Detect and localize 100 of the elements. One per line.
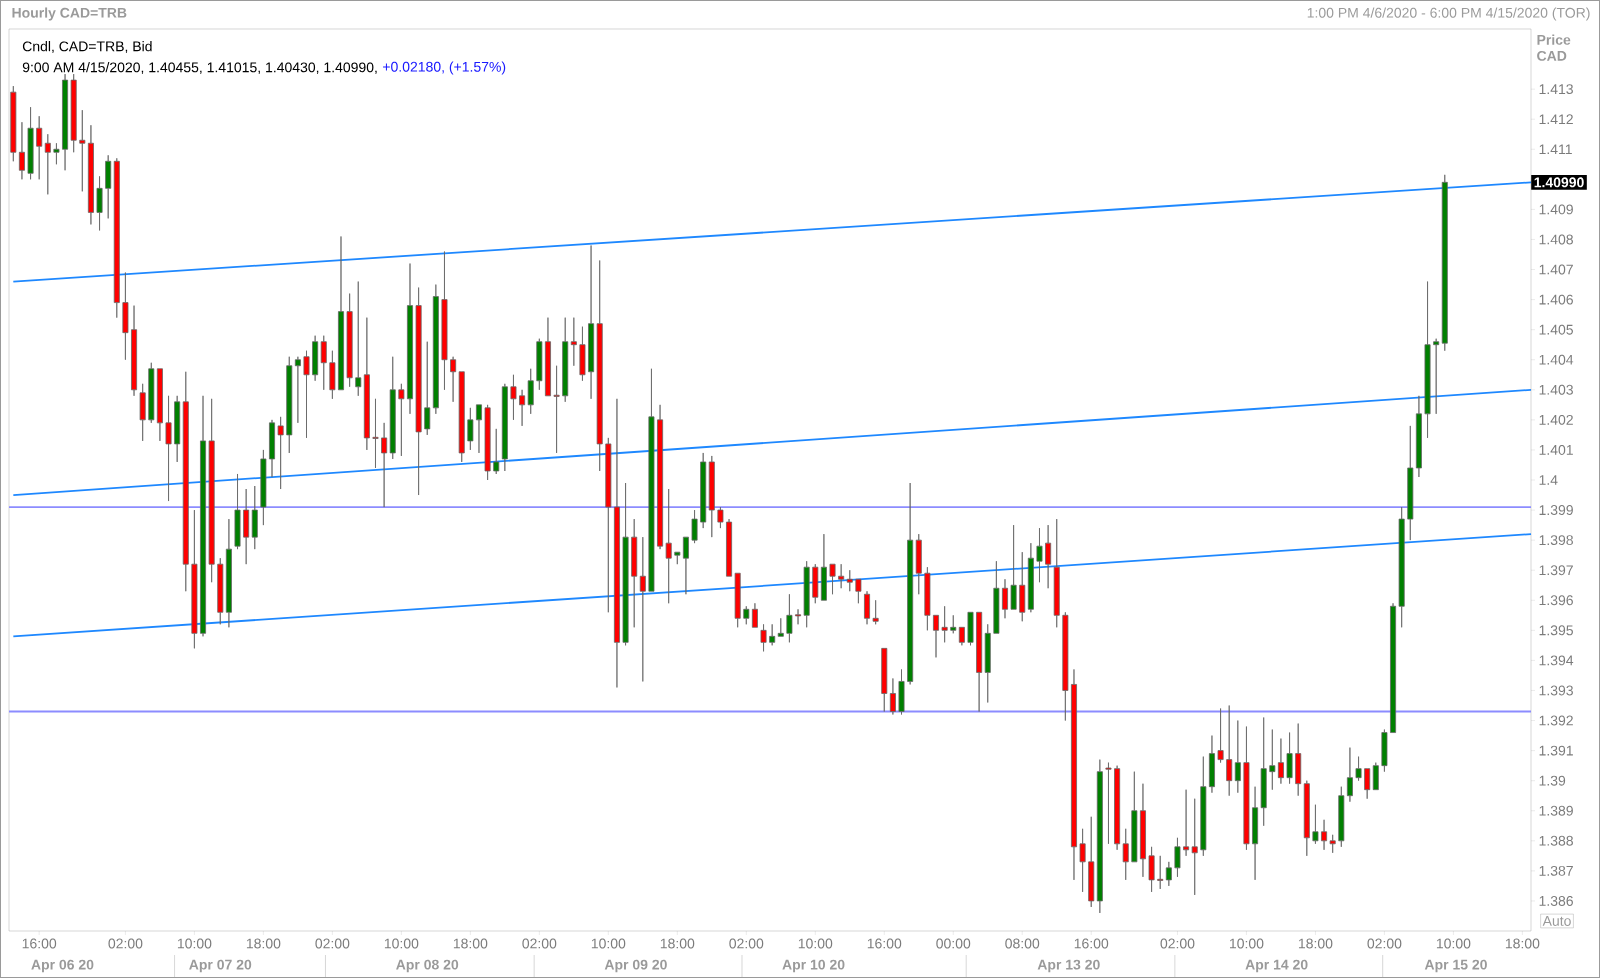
- y-tick-label: 1.389: [1539, 805, 1573, 816]
- candlestick: [1390, 602, 1397, 733]
- candlestick: [846, 569, 853, 592]
- candlestick: [1252, 786, 1259, 881]
- y-tick-label: 1.402: [1539, 414, 1573, 425]
- text: Apr 14 20: [1245, 959, 1308, 973]
- candlestick: [1338, 786, 1345, 848]
- candlestick: [260, 449, 267, 526]
- y-tick-label: 1.403: [1539, 384, 1573, 395]
- candlestick: [803, 560, 810, 628]
- text: Apr 10 20: [782, 959, 845, 973]
- x-tick-label: 02:00: [1367, 938, 1402, 949]
- candlestick: [372, 398, 379, 469]
- candlestick: [424, 341, 431, 436]
- candlestick: [933, 614, 939, 658]
- candlestick: [855, 578, 862, 604]
- candlestick: [329, 350, 336, 400]
- x-tick-label: 02:00: [729, 938, 764, 949]
- text: Apr 08 20: [396, 959, 459, 973]
- candlestick: [1407, 425, 1414, 541]
- y-tick-label: 1.393: [1539, 685, 1573, 696]
- annotation: 9:00 AM 4/15/2020, 1.40455, 1.41015, 1.40430, 1.40990,: [22, 62, 377, 74]
- candlestick: [639, 536, 646, 682]
- candlestick: [1165, 861, 1172, 887]
- candlestick: [726, 518, 733, 577]
- candlestick: [243, 488, 250, 565]
- candlestick: [915, 533, 922, 595]
- candlestick: [881, 647, 888, 712]
- candlestick: [544, 317, 551, 397]
- y-axis-title: Price CAD: [1537, 34, 1571, 61]
- candlestick: [976, 611, 983, 712]
- candlestick: [165, 395, 172, 502]
- candlestick: [1226, 705, 1233, 797]
- candlestick: [570, 317, 577, 367]
- candlestick: [1114, 765, 1121, 851]
- y-tick-label: 1.39: [1539, 775, 1566, 786]
- candlestick: [1381, 729, 1388, 773]
- candlestick: [889, 678, 896, 715]
- y-tick-label: 1.388: [1539, 835, 1573, 846]
- candlestick: [1174, 837, 1181, 878]
- candlestick: [1019, 551, 1026, 622]
- candlestick: [622, 482, 629, 646]
- text: Apr 09 20: [604, 959, 667, 973]
- chart-subtitle: 1:00 PM 4/6/2020 - 6:00 PM 4/15/2020 (TOR): [1307, 7, 1590, 21]
- candlestick: [441, 251, 448, 391]
- y-tick-label: 1.404: [1539, 354, 1574, 365]
- candlestick: [950, 614, 957, 634]
- candlestick: [1286, 732, 1293, 785]
- candlestick: [760, 623, 767, 652]
- candlestick: [691, 509, 698, 544]
- text: Apr 06 20: [31, 959, 94, 973]
- candlestick: [1027, 542, 1034, 613]
- candlestick: [277, 416, 284, 490]
- y-tick-label: 1.408: [1539, 234, 1573, 245]
- candlestick: [1441, 174, 1448, 352]
- y-tick-label: 1.392: [1539, 715, 1573, 726]
- candlestick: [312, 335, 319, 382]
- y-tick-label: 1.405: [1539, 324, 1573, 335]
- candlestick: [795, 608, 802, 625]
- candlestick: [924, 566, 931, 631]
- x-tick-label: 18:00: [1505, 938, 1540, 949]
- candlestick: [1433, 338, 1440, 415]
- candlestick: [484, 404, 491, 481]
- candlestick: [294, 356, 301, 424]
- candlestick: [44, 133, 51, 195]
- candlestick: [1131, 771, 1138, 863]
- candlestick: [700, 452, 707, 529]
- x-tick-label: 10:00: [591, 938, 626, 949]
- candlestick: [191, 509, 198, 649]
- annotation: Cndl, CAD=TRB, Bid: [22, 41, 152, 53]
- candlestick: [536, 338, 543, 391]
- candlestick: [657, 404, 664, 550]
- candlestick: [769, 623, 776, 646]
- candlestick: [1346, 747, 1353, 803]
- candlestick: [777, 617, 784, 637]
- candlestick: [674, 551, 681, 565]
- x-tick-label: 10:00: [1229, 938, 1264, 949]
- candlestick: [225, 518, 232, 628]
- y-tick-label: 1.401: [1539, 444, 1573, 455]
- candlestick: [450, 356, 457, 403]
- x-tick-label: 10:00: [177, 938, 212, 949]
- candlestick: [596, 260, 603, 472]
- candlestick: [864, 590, 871, 625]
- candlestick: [1269, 729, 1276, 791]
- candlestick: [1424, 281, 1431, 439]
- candlestick: [148, 362, 155, 424]
- y-tick-label: 1.391: [1539, 745, 1573, 756]
- candlestick: [467, 407, 474, 451]
- candlestick: [527, 368, 534, 415]
- x-tick-label: 02:00: [108, 938, 143, 949]
- candlestick: [27, 106, 34, 180]
- candlestick: [553, 365, 560, 454]
- x-tick-label: 10:00: [384, 938, 419, 949]
- candlestick: [96, 175, 103, 231]
- candlestick: [1002, 578, 1008, 619]
- candlestick: [1277, 738, 1284, 785]
- y-tick-label: 1.406: [1539, 294, 1573, 305]
- candlestick: [682, 536, 689, 595]
- candlestick: [458, 371, 465, 463]
- candlestick: [1217, 708, 1224, 764]
